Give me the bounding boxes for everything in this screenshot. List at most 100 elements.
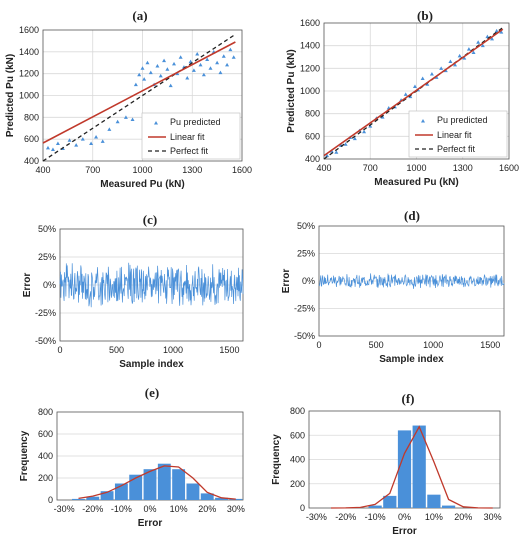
- y-tick-label: -50%: [35, 336, 56, 346]
- panel-f: (f) 0 200 400 600 800 -30% -20% -10% 0% 10% 20% 30% E…: [271, 391, 502, 537]
- y-tick-label: -25%: [35, 308, 56, 318]
- data-point: [142, 77, 147, 81]
- data-point: [94, 134, 99, 139]
- distribution-curve: [78, 465, 236, 500]
- y-tick-label: 200: [290, 479, 305, 489]
- y-tick-label: 0%: [43, 280, 56, 290]
- legend-label: Perfect fit: [437, 144, 476, 154]
- data-point: [45, 145, 50, 150]
- y-tick-label: 0: [48, 495, 53, 505]
- data-point: [412, 84, 417, 88]
- data-point: [205, 57, 210, 61]
- data-point: [178, 55, 183, 59]
- histogram-bar: [368, 505, 382, 508]
- x-tick-label: 20%: [454, 512, 472, 522]
- y-tick-label: 400: [305, 154, 320, 164]
- y-tick-label: 200: [38, 473, 53, 483]
- data-point: [420, 76, 425, 81]
- x-axis-label: Error: [138, 518, 163, 529]
- error-series-line: [318, 273, 505, 289]
- data-point: [221, 54, 226, 58]
- panel-title: (a): [132, 8, 147, 23]
- panel-title: (b): [417, 8, 433, 23]
- data-point: [352, 136, 357, 141]
- legend: Pu predicted Linear fit Perfect fit: [408, 110, 508, 158]
- data-point: [499, 30, 504, 34]
- y-axis-label: Predicted Pu (kN): [286, 49, 297, 132]
- x-axis-label: Sample index: [119, 359, 184, 370]
- x-tick-label: 500: [109, 345, 124, 355]
- data-point: [439, 66, 444, 70]
- plot-area: [42, 29, 243, 162]
- data-point: [208, 66, 213, 70]
- data-point: [123, 115, 128, 119]
- legend-label: Pu predicted: [170, 117, 221, 127]
- y-axis-label: Predicted Pu (kN): [5, 54, 16, 137]
- y-tick-label: 400: [24, 156, 39, 166]
- panel-title: (d): [404, 208, 420, 223]
- x-axis-label: Error: [392, 526, 417, 537]
- y-tick-label: 0%: [302, 276, 315, 286]
- histogram-bar: [100, 491, 114, 500]
- y-tick-label: -50%: [294, 331, 315, 341]
- panel-a: (a) 400 600 800 1000 1200 1400 1600 400 700 1000 13…: [5, 8, 252, 190]
- data-point: [408, 94, 413, 99]
- data-point: [494, 28, 499, 33]
- y-tick-label: 0: [300, 503, 305, 513]
- x-tick-label: 1600: [499, 163, 519, 173]
- data-point: [100, 139, 105, 143]
- panel-d: (d) -50% -25% 0% 25% 50% 0 500 1000 1500 Sample in…: [281, 208, 505, 365]
- y-tick-label: 1000: [19, 91, 39, 101]
- x-tick-label: -10%: [365, 512, 386, 522]
- data-point: [231, 55, 236, 59]
- data-point: [480, 43, 485, 48]
- y-tick-label: 600: [24, 134, 39, 144]
- histogram-bar: [229, 498, 243, 500]
- legend-point-marker: [154, 121, 158, 125]
- data-point: [462, 56, 467, 60]
- legend-point-marker: [421, 119, 425, 123]
- data-point: [429, 72, 434, 76]
- data-point: [403, 92, 408, 96]
- y-tick-label: 800: [290, 406, 305, 416]
- x-tick-label: 500: [369, 340, 384, 350]
- histogram-bar: [441, 505, 456, 508]
- histogram-bar: [200, 493, 214, 500]
- histogram-bar: [172, 469, 186, 500]
- data-point: [155, 64, 160, 68]
- x-axis-label: Sample index: [379, 354, 444, 365]
- x-tick-label: 0: [57, 345, 62, 355]
- histogram-bar: [383, 495, 397, 508]
- x-tick-label: 1300: [182, 165, 202, 175]
- y-tick-label: 600: [290, 430, 305, 440]
- x-tick-label: 400: [316, 163, 331, 173]
- histogram-bar: [157, 463, 171, 500]
- plot-area: [323, 22, 510, 160]
- x-tick-label: -30%: [306, 512, 327, 522]
- data-point: [471, 50, 476, 54]
- panel-c: (c) -50% -25% 0% 25% 50% 0 500 1000 1500 Sample in…: [22, 212, 244, 370]
- x-tick-label: 30%: [484, 512, 502, 522]
- data-point: [218, 70, 223, 75]
- data-point: [172, 61, 177, 66]
- x-tick-label: 1500: [480, 340, 500, 350]
- x-tick-label: 0%: [143, 504, 156, 514]
- data-point: [225, 62, 230, 67]
- y-tick-label: 600: [305, 131, 320, 141]
- histogram-bar: [186, 483, 200, 500]
- y-tick-label: 800: [24, 112, 39, 122]
- x-tick-label: 400: [35, 165, 50, 175]
- data-point: [466, 47, 471, 51]
- histogram-bar: [412, 425, 426, 508]
- panel-title: (c): [143, 212, 157, 227]
- y-axis-label: Frequency: [19, 430, 30, 481]
- y-tick-label: 600: [38, 429, 53, 439]
- data-point: [476, 40, 481, 44]
- histogram-bar: [72, 498, 85, 500]
- histogram-bar: [397, 430, 412, 508]
- y-tick-label: 400: [38, 451, 53, 461]
- x-tick-label: 0%: [398, 512, 411, 522]
- x-axis-label: Measured Pu (kN): [100, 179, 184, 190]
- data-point: [228, 47, 233, 52]
